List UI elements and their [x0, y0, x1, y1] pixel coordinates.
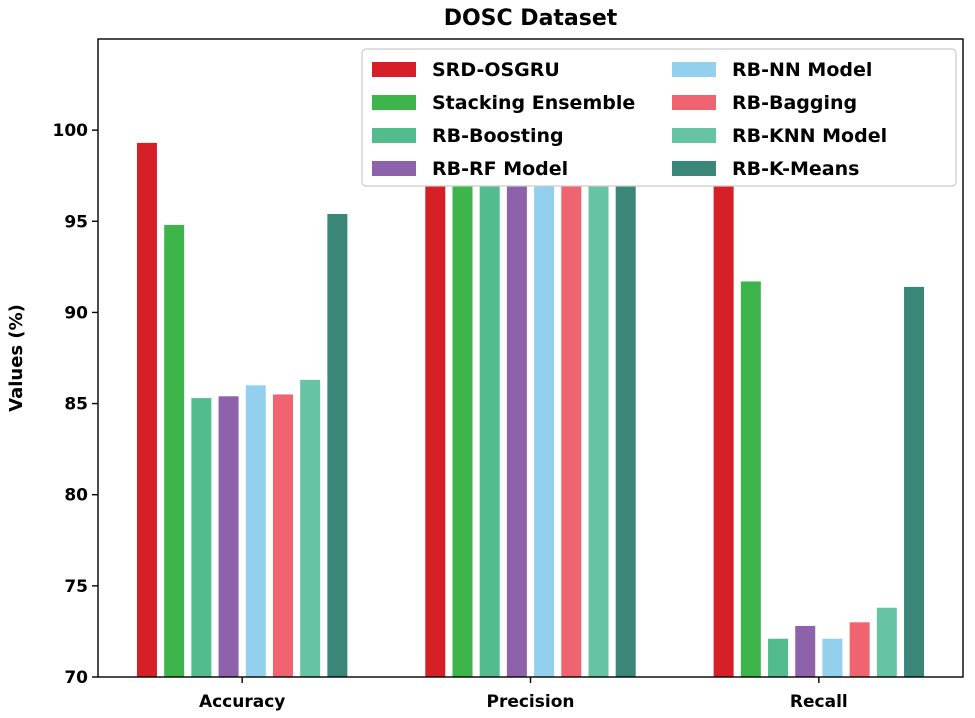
bar: [506, 170, 527, 677]
legend-swatch: [672, 161, 716, 176]
bar: [452, 157, 473, 677]
legend-label: Stacking Ensemble: [432, 92, 635, 114]
bar: [245, 385, 266, 677]
bar: [300, 379, 321, 677]
bar: [795, 625, 816, 677]
bar: [136, 142, 157, 678]
legend-swatch: [672, 128, 716, 143]
legend-label: RB-RF Model: [432, 158, 568, 180]
y-axis: 70 75 80 85 90 95 100: [53, 121, 98, 688]
bar: [218, 396, 239, 677]
bar: [164, 224, 185, 677]
bars-group: [136, 142, 925, 678]
legend-swatch: [372, 161, 416, 176]
bar: [849, 622, 870, 677]
y-tick-label: 75: [64, 577, 88, 597]
x-tick-label: Precision: [486, 692, 574, 712]
x-tick-label: Recall: [790, 692, 848, 712]
legend-label: SRD-OSGRU: [432, 59, 560, 81]
bar: [740, 281, 761, 677]
bar: [822, 638, 843, 677]
bar: [327, 213, 348, 677]
bar: [588, 170, 609, 677]
x-tick-label: Accuracy: [199, 692, 285, 712]
y-tick-label: 70: [64, 668, 88, 688]
bar: [191, 398, 212, 677]
bar: [768, 638, 789, 677]
bar: [876, 607, 897, 677]
legend-swatch: [372, 62, 416, 77]
legend-swatch: [672, 95, 716, 110]
bar: [534, 144, 555, 677]
y-tick-label: 80: [64, 486, 88, 506]
chart-title: DOSC Dataset: [444, 6, 618, 31]
legend-label: RB-KNN Model: [732, 125, 887, 147]
y-tick-label: 100: [53, 121, 89, 141]
y-tick-label: 95: [64, 212, 88, 232]
bar: [615, 148, 636, 677]
bar: [713, 144, 734, 677]
plot-frame: [97, 38, 964, 678]
bar: [479, 175, 500, 677]
legend-swatch: [672, 62, 716, 77]
legend-label: RB-NN Model: [732, 59, 872, 81]
legend-swatch: [372, 95, 416, 110]
bar: [904, 286, 925, 677]
legend: SRD-OSGRU Stacking Ensemble RB-Boosting RB-…: [361, 48, 957, 187]
y-axis-label: Values (%): [6, 304, 27, 412]
legend-label: RB-K-Means: [732, 158, 859, 180]
legend-swatch: [372, 128, 416, 143]
y-tick-label: 90: [64, 303, 88, 323]
x-axis: Accuracy Precision Recall: [199, 677, 848, 712]
bar: [425, 142, 446, 678]
legend-box: [361, 48, 957, 187]
legend-label: RB-Boosting: [432, 125, 564, 147]
bar: [272, 394, 293, 677]
legend-label: RB-Bagging: [732, 92, 857, 114]
y-tick-label: 85: [64, 395, 88, 415]
bar: [561, 173, 582, 678]
